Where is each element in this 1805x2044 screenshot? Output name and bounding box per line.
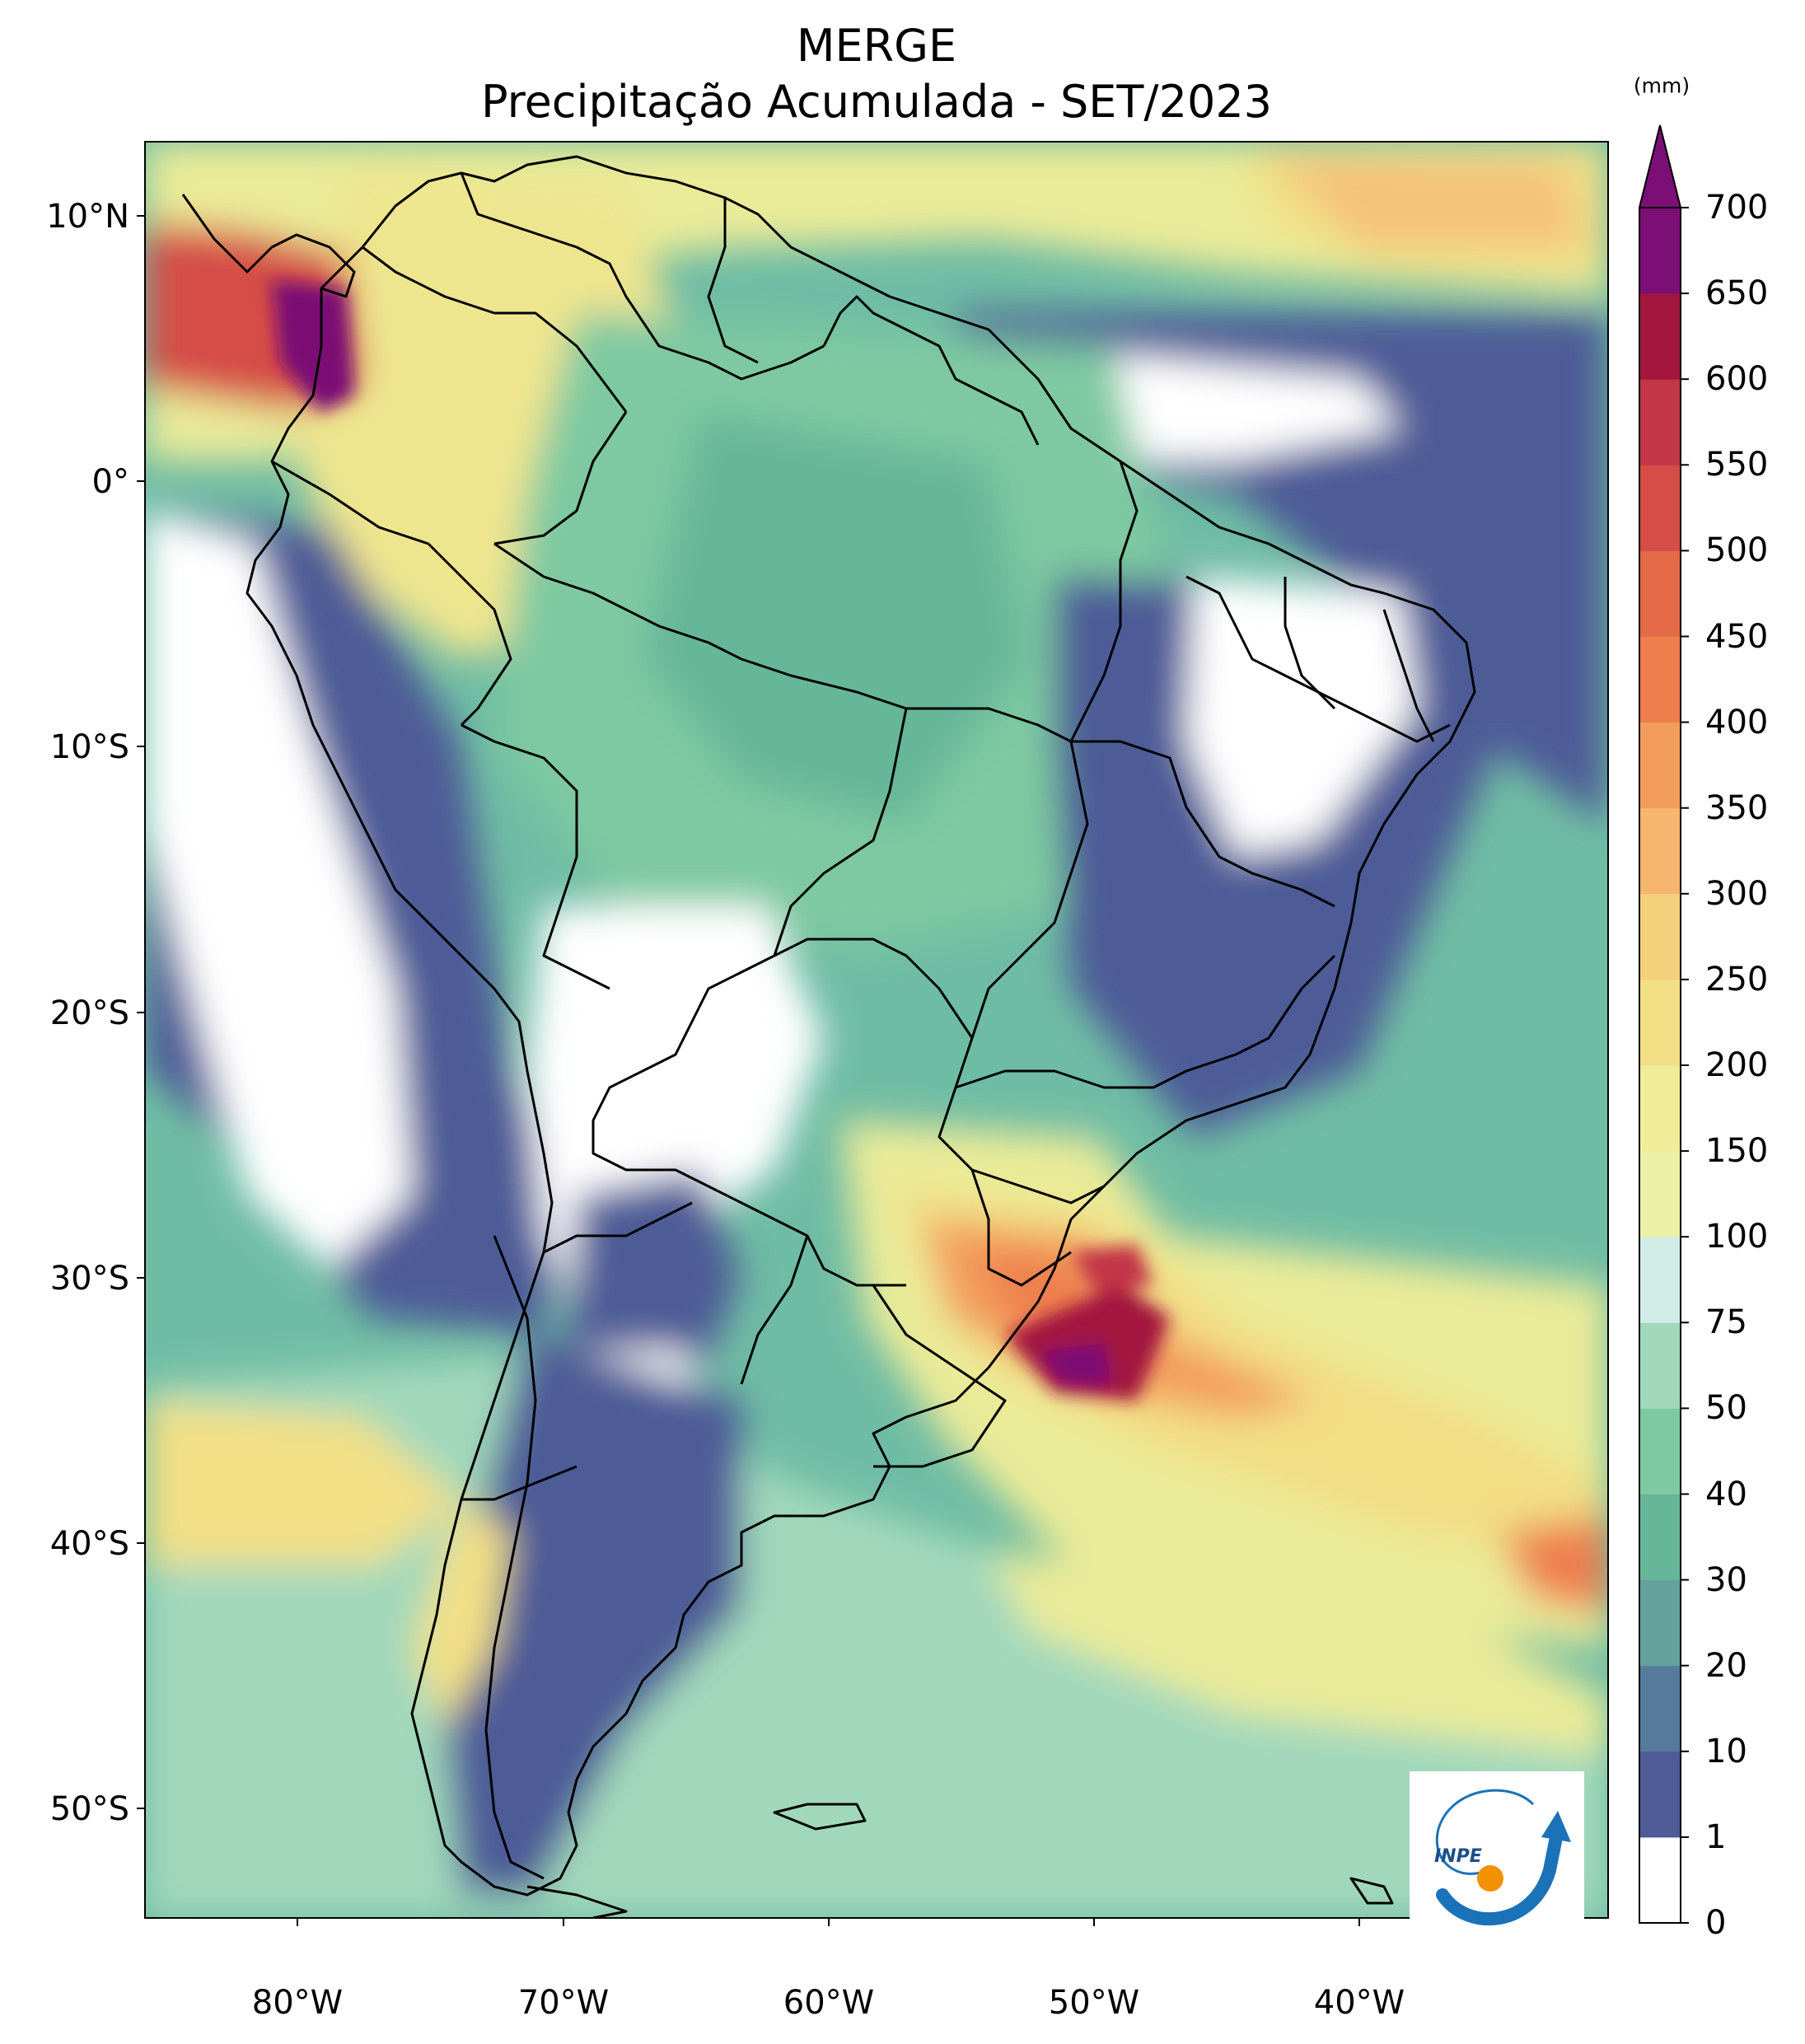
lon-ticks [297, 1918, 1360, 1926]
lon-label-40w: 40°W [1313, 1984, 1405, 2022]
colorbar-segment [1639, 293, 1681, 380]
map-subtitle: Precipitação Acumulada - SET/2023 [480, 76, 1273, 128]
map-frame [144, 141, 1609, 1919]
colorbar-segment [1639, 1494, 1681, 1581]
colorbar-segment [1639, 208, 1681, 294]
lat-label-0: 0° [91, 463, 129, 501]
colorbar-segment [1639, 1665, 1681, 1752]
colorbar-segment [1639, 979, 1681, 1066]
lat-label-20s: 20°S [49, 994, 129, 1032]
colorbar-unit: (mm) [1633, 73, 1690, 98]
colorbar-segment [1639, 1408, 1681, 1494]
colorbar-label: 350 [1705, 788, 1769, 827]
lat-label-50s: 50°S [49, 1790, 129, 1828]
colorbar-label: 250 [1705, 960, 1769, 999]
colorbar-label: 200 [1705, 1046, 1769, 1084]
colorbar-segment [1639, 893, 1681, 980]
colorbar-label: 150 [1705, 1132, 1769, 1171]
colorbar-segment [1639, 1065, 1681, 1152]
lon-label-70w: 70°W [517, 1984, 610, 2022]
colorbar-label: 700 [1705, 189, 1769, 227]
colorbar-label: 600 [1705, 360, 1769, 399]
colorbar-label: 500 [1705, 531, 1769, 570]
lat-label-10n: 10°N [46, 198, 129, 236]
colorbar-label: 300 [1705, 874, 1769, 913]
colorbar-extension [1638, 124, 1682, 208]
colorbar-segment [1639, 1237, 1681, 1323]
colorbar-segment [1639, 1751, 1681, 1838]
country-borders [181, 155, 1476, 1918]
colorbar-segment [1639, 1151, 1681, 1237]
colorbar-segment [1639, 465, 1681, 551]
colorbar-segment [1639, 1836, 1681, 1924]
inpe-logo: INPE [1410, 1771, 1584, 1944]
colorbar-label: 75 [1705, 1303, 1747, 1342]
colorbar-label: 400 [1705, 703, 1769, 741]
colorbar-segment [1639, 1322, 1681, 1409]
colorbar-label: 100 [1705, 1218, 1769, 1256]
colorbar-segment [1639, 636, 1681, 723]
colorbar-label: 50 [1705, 1389, 1747, 1428]
lat-label-10s: 10°S [49, 728, 129, 766]
lat-ticks [137, 215, 145, 1809]
colorbar-label: 650 [1705, 274, 1769, 313]
logo-text: INPE [1434, 1846, 1482, 1867]
colorbar [1638, 124, 1689, 1924]
colorbar-label: 450 [1705, 617, 1769, 656]
lon-label-50w: 50°W [1048, 1984, 1140, 2022]
precipitation-field [145, 142, 1608, 1918]
colorbar-label: 40 [1705, 1475, 1747, 1513]
colorbar-label: 20 [1705, 1646, 1747, 1685]
colorbar-segment [1639, 807, 1681, 895]
lon-label-60w: 60°W [783, 1984, 875, 2022]
inpe-logo-icon: INPE [1434, 1789, 1571, 1926]
colorbar-segment [1639, 379, 1681, 465]
map-title: MERGE [796, 20, 957, 72]
colorbar-label: 0 [1705, 1904, 1727, 1942]
colorbar-segment [1639, 722, 1681, 809]
colorbar-segment [1639, 550, 1681, 637]
lat-label-30s: 30°S [49, 1260, 129, 1298]
lat-label-40s: 40°S [49, 1525, 129, 1563]
lon-label-80w: 80°W [251, 1984, 344, 2022]
colorbar-label: 30 [1705, 1560, 1747, 1599]
colorbar-segment [1639, 1579, 1681, 1667]
colorbar-label: 10 [1705, 1732, 1747, 1770]
colorbar-label: 1 [1705, 1817, 1727, 1856]
colorbar-label: 550 [1705, 446, 1769, 484]
